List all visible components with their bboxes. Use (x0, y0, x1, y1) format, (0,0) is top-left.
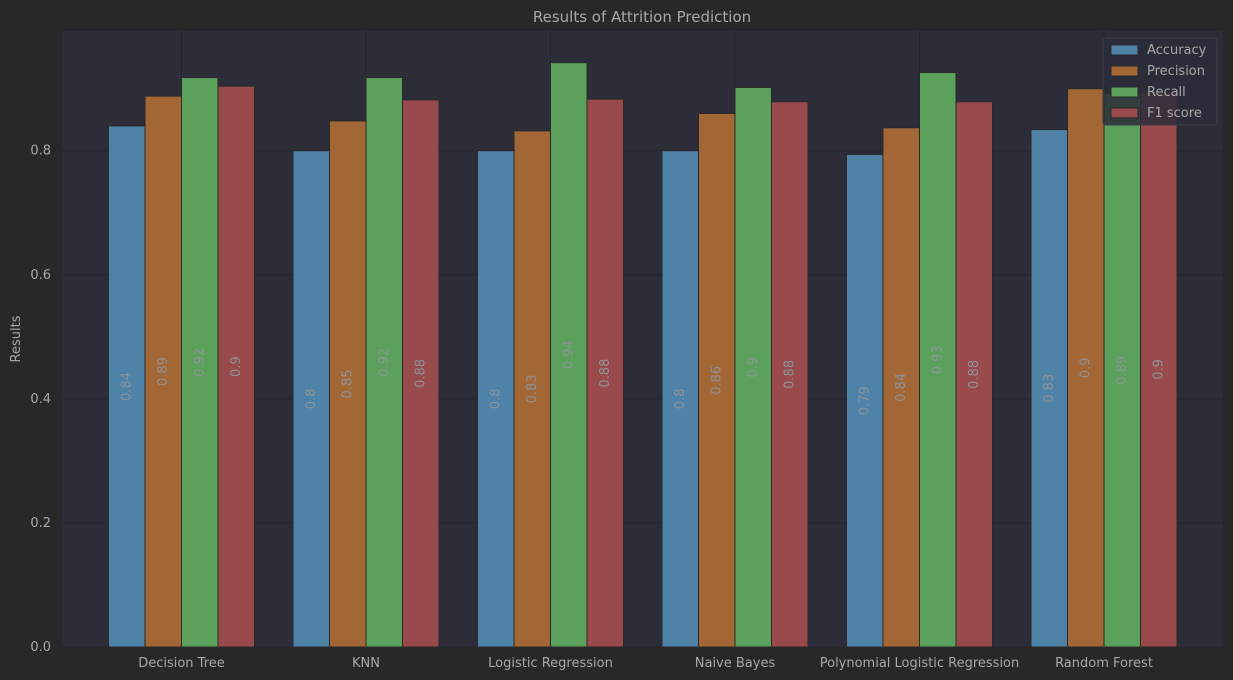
y-tick-label: 0.2 (30, 516, 51, 531)
x-tick-label: KNN (352, 656, 380, 671)
x-axis-ticks: Decision Tree KNN Logistic Regression Naive… (138, 656, 1153, 671)
value-label: 0.83 (1042, 374, 1057, 403)
value-label: 0.84 (120, 372, 135, 401)
value-label: 0.9 (229, 356, 244, 377)
value-label: 0.88 (783, 360, 798, 389)
bar-recall (365, 77, 403, 648)
value-label: 0.9 (1152, 359, 1167, 380)
value-label: 0.88 (598, 359, 613, 388)
y-axis-ticks: 0.0 0.2 0.4 0.6 0.8 (30, 144, 51, 655)
y-tick-label: 0.4 (30, 392, 51, 407)
x-tick-label: Logistic Regression (488, 656, 613, 671)
legend-swatch (1110, 44, 1139, 56)
bar-precision (1067, 88, 1105, 648)
x-tick-label: Random Forest (1055, 656, 1153, 671)
bar-accuracy (846, 153, 884, 648)
legend-label: F1 score (1147, 106, 1202, 121)
value-label: 0.92 (193, 348, 208, 377)
x-tick-label: Polynomial Logistic Regression (820, 656, 1020, 671)
value-label: 0.85 (341, 369, 356, 398)
value-label: 0.8 (673, 389, 688, 410)
bar-accuracy (108, 125, 146, 648)
bar-f1-score (1140, 91, 1178, 648)
value-label: 0.94 (562, 340, 577, 369)
legend-box (1102, 37, 1218, 126)
y-tick-label: 0.8 (30, 144, 51, 159)
bar-recall (181, 77, 219, 648)
value-label: 0.89 (156, 357, 171, 386)
value-label: 0.86 (710, 366, 725, 395)
bar-precision (144, 95, 182, 648)
x-tick-label: Naive Bayes (695, 656, 776, 671)
y-axis-label: Results (9, 315, 24, 362)
x-tick-label: Decision Tree (138, 656, 225, 671)
value-labels: 0.84 0.89 0.92 0.9 0.8 0.85 0.92 0.88 0.8 0.83 0.9… (120, 340, 1167, 415)
legend-label: Accuracy (1147, 43, 1207, 58)
bars (108, 62, 1178, 648)
legend-swatch (1110, 86, 1139, 98)
chart-title: Results of Attrition Prediction (533, 8, 751, 26)
bar-recall (919, 72, 957, 648)
y-tick-label: 0.0 (30, 640, 51, 655)
bar-f1-score (586, 98, 624, 648)
value-label: 0.79 (858, 386, 873, 415)
bar-precision (882, 127, 920, 648)
value-label: 0.89 (1115, 356, 1130, 385)
value-label: 0.88 (414, 359, 429, 388)
legend-swatch (1110, 107, 1139, 119)
bar-f1-score (955, 101, 993, 648)
bar-accuracy (477, 150, 515, 648)
bar-recall (734, 86, 772, 648)
bar-f1-score (402, 99, 440, 648)
value-label: 0.9 (1079, 358, 1094, 379)
value-label: 0.88 (967, 360, 982, 389)
value-label: 0.92 (377, 348, 392, 377)
value-label: 0.84 (894, 373, 909, 402)
bar-recall (550, 62, 588, 648)
bar-precision (329, 120, 367, 648)
legend-label: Recall (1147, 85, 1186, 100)
bar-f1-score (771, 101, 809, 648)
bar-recall (1103, 93, 1141, 648)
value-label: 0.93 (931, 345, 946, 374)
value-label: 0.8 (489, 389, 504, 410)
value-label: 0.83 (525, 374, 540, 403)
y-tick-label: 0.6 (30, 268, 51, 283)
plot-area (62, 31, 1223, 647)
value-label: 0.9 (746, 357, 761, 378)
bar-f1-score (217, 85, 255, 648)
value-label: 0.8 (304, 389, 319, 410)
legend-swatch (1110, 65, 1139, 77)
bar-precision (513, 130, 551, 648)
legend: Accuracy Precision Recall F1 score (1102, 37, 1218, 126)
legend-label: Precision (1147, 64, 1205, 79)
bar-accuracy (1030, 129, 1068, 648)
